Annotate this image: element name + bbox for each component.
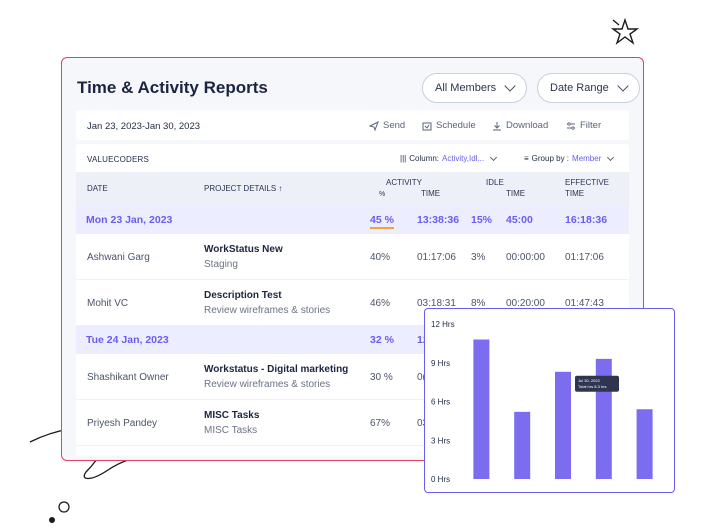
table-row[interactable]: Ashwani Garg WorkStatus New Staging 40% … (76, 234, 629, 280)
filter-sliders-icon (567, 121, 575, 130)
y-tick-label: 0 Hrs (431, 475, 450, 484)
activity-time: 03 (417, 418, 429, 429)
bubbles-doodle-icon (49, 501, 70, 523)
effective-time: 01:47:43 (565, 298, 604, 309)
hours-bar-chart-svg: 0 Hrs 3 Hrs 6 Hrs 9 Hrs 12 Hrs Jul 30, 2022To… (431, 320, 653, 484)
star-doodle-icon (610, 17, 640, 45)
y-tick-label: 3 Hrs (431, 436, 450, 445)
chart-bar[interactable] (473, 339, 490, 480)
effective-time: 01:17:06 (565, 252, 604, 263)
send-button[interactable]: Send (369, 120, 405, 131)
project-name: WorkStatus New (204, 244, 283, 255)
member-name: Priyesh Pandey (87, 418, 158, 429)
schedule-label: Schedule (436, 120, 476, 131)
task-name: Staging (204, 259, 238, 270)
filter-label: Filter (580, 120, 602, 131)
task-name: MISC Tasks (204, 425, 258, 436)
columns-icon: ||| (400, 154, 407, 163)
y-tick-label: 6 Hrs (431, 398, 450, 407)
date-range-dropdown-label: Date Range (550, 82, 609, 94)
group-effective-time: 16:18:36 (565, 214, 608, 226)
task-name: Review wireframes & stories (204, 379, 331, 390)
activity-pct: 40% (370, 252, 391, 263)
group-activity-pct: 32 % (370, 334, 394, 346)
report-toolbar: Jan 23, 2023-Jan 30, 2023 Send Schedule … (76, 110, 629, 140)
chevron-down-icon (617, 80, 629, 92)
group-by-selector[interactable]: ≡ Group by : Member (524, 153, 615, 163)
group-date: Mon 23 Jan, 2023 (86, 214, 173, 226)
group-by-label: Group by : (531, 154, 570, 163)
group-activity-time: 12 (417, 334, 429, 346)
column-selector-value: Activity,Idl... (442, 154, 485, 163)
chevron-down-icon (490, 153, 498, 161)
tooltip-background (575, 375, 619, 392)
y-tick-label: 9 Hrs (431, 359, 450, 368)
group-idle-pct: 15% (471, 214, 493, 226)
activity-time: 01:17:06 (417, 252, 456, 263)
activity-time: 0( (417, 372, 426, 383)
calendar-icon (422, 122, 432, 130)
members-dropdown-label: All Members (435, 82, 497, 94)
group-date: Tue 24 Jan, 2023 (86, 334, 169, 346)
group-by-icon: ≡ (524, 154, 529, 163)
header-idle[interactable]: IDLE (486, 178, 504, 187)
header-effective[interactable]: EFFECTIVE (565, 178, 610, 187)
header-idle-time: TIME (506, 189, 526, 198)
idle-time: 00:00:00 (506, 252, 545, 263)
tooltip-text: Total hrs 8.3 hrs (578, 384, 606, 389)
download-label: Download (506, 120, 549, 131)
group-activity-pct: 45 % (370, 214, 394, 229)
idle-pct: 8% (471, 298, 486, 309)
member-name: Ashwani Garg (87, 252, 150, 263)
y-tick-label: 12 Hrs (431, 320, 455, 329)
idle-time: 00:20:00 (506, 298, 545, 309)
chevron-down-icon (504, 80, 516, 92)
send-label: Send (383, 120, 406, 131)
group-by-value: Member (572, 154, 602, 163)
header-activity-pct: % (379, 191, 386, 198)
chevron-down-icon (607, 153, 615, 161)
send-icon (369, 120, 379, 131)
header-activity-time: TIME (421, 189, 441, 198)
page-title: Time & Activity Reports (77, 78, 268, 97)
project-name: MISC Tasks (204, 410, 260, 421)
activity-time: 03:18:31 (417, 298, 456, 309)
activity-pct: 67% (370, 418, 391, 429)
date-group-row: Mon 23 Jan, 2023 45 % 13:38:36 15% 45:00… (76, 206, 629, 234)
project-name: Workstatus - Digital marketing (204, 364, 349, 375)
members-dropdown[interactable]: All Members (422, 73, 528, 103)
header-project[interactable]: PROJECT DETAILS ↑ (204, 184, 283, 193)
column-selector[interactable]: ||| Column: Activity,Idl... (400, 153, 498, 163)
chart-bar[interactable] (636, 409, 653, 479)
download-button[interactable]: Download (492, 120, 548, 131)
header-activity[interactable]: ACTIVITY (386, 178, 423, 187)
tooltip-text: Jul 30, 2022 (578, 378, 601, 383)
group-idle-time: 45:00 (506, 214, 533, 226)
header-effective-time: TIME (565, 189, 585, 198)
member-name: Mohit VC (87, 298, 129, 309)
date-range-dropdown[interactable]: Date Range (537, 73, 640, 103)
project-name: Description Test (204, 290, 282, 301)
idle-pct: 3% (471, 252, 486, 263)
activity-pct: 30 % (370, 372, 393, 383)
date-range-text: Jan 23, 2023-Jan 30, 2023 (87, 121, 201, 132)
member-name: Shashikant Owner (87, 372, 169, 383)
chart-bar[interactable] (555, 371, 571, 479)
download-icon (493, 121, 501, 130)
filter-button[interactable]: Filter (566, 120, 601, 131)
header-date[interactable]: DATE (87, 184, 108, 193)
schedule-button[interactable]: Schedule (422, 120, 476, 131)
organization-name: VALUECODERS (87, 155, 150, 164)
chart-bar[interactable] (514, 411, 531, 479)
column-selector-label: Column: (409, 154, 440, 163)
hours-bar-chart: 0 Hrs 3 Hrs 6 Hrs 9 Hrs 12 Hrs Jul 30, 2022 To… (424, 308, 675, 493)
activity-pct: 46% (370, 298, 391, 309)
table-header: DATE PROJECT DETAILS ↑ ACTIVITY % TIME I… (76, 172, 629, 206)
task-name: Review wireframes & stories (204, 305, 331, 316)
group-activity-time: 13:38:36 (417, 214, 460, 226)
